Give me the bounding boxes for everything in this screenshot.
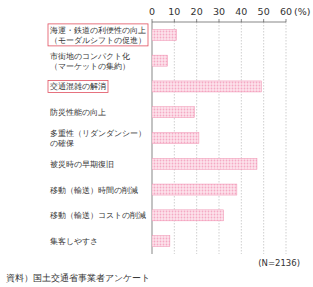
category-label: 移動（輸送）時間の削減 — [50, 185, 138, 195]
label-line: 集客しやすさ — [50, 236, 98, 246]
bar — [152, 210, 223, 221]
bar — [152, 158, 257, 169]
highlight-box — [48, 80, 108, 92]
tick-label: 0 — [149, 6, 155, 17]
label-line: 移動（輸送）コストの削減 — [50, 210, 146, 220]
grid-line — [241, 22, 242, 254]
axis-line — [152, 22, 286, 23]
category-label: 被災時の早期復旧 — [50, 159, 114, 169]
label-line: 被災時の早期復旧 — [50, 159, 114, 169]
bar — [152, 81, 261, 92]
tick — [152, 19, 153, 22]
annotation: (N=2136) — [258, 258, 300, 268]
label-line: 防災性能の向上 — [50, 107, 106, 117]
label-line: （モーダルシフトの促進） — [50, 35, 146, 45]
label-line: （マーケットの集約） — [50, 61, 130, 71]
tick-label: 50 — [258, 6, 270, 17]
category-label: 海運・鉄道の利便性の向上（モーダルシフトの促進） — [50, 25, 146, 45]
grid-line — [263, 22, 264, 254]
bar — [152, 184, 237, 195]
axis-label: (%) — [294, 6, 310, 17]
tick — [263, 19, 264, 22]
category-label: 防災性能の向上 — [50, 107, 106, 117]
tick — [241, 19, 242, 22]
category-label: 多重性（リダンダンシー）の確保 — [50, 128, 146, 148]
tick-label: 40 — [235, 6, 247, 17]
bar — [152, 29, 177, 40]
category-label: 市街地のコンパクト化（マーケットの集約） — [50, 51, 130, 71]
label-line: 移動（輸送）時間の削減 — [50, 185, 138, 195]
label-line: 市街地のコンパクト化 — [50, 51, 130, 61]
category-label: 集客しやすさ — [50, 236, 98, 246]
chart: 0 10 20 30 40 50 60(%) 海運・鉄道の利便性の向上（モーダルシフトの促進）… — [0, 0, 313, 287]
tick-label: 30 — [213, 6, 225, 17]
bar — [152, 55, 168, 66]
label-line: の確保 — [50, 138, 74, 148]
bar — [152, 133, 199, 144]
tick-label: 20 — [191, 6, 203, 17]
bar — [152, 107, 194, 118]
tick-label: 60 — [280, 6, 292, 17]
bar — [152, 236, 170, 247]
label-line: 海運・鉄道の利便性の向上 — [50, 25, 146, 35]
tick — [196, 19, 197, 22]
label-line: 交通混雑の解消 — [50, 81, 106, 91]
bars — [152, 29, 261, 246]
tick — [286, 19, 287, 22]
label-line: 多重性（リダンダンシー） — [50, 128, 146, 138]
tick-label: 10 — [168, 6, 180, 17]
category-label: 交通混雑の解消 — [50, 81, 106, 91]
highlight-box — [48, 24, 148, 46]
tick — [219, 19, 220, 22]
category-label: 移動（輸送）コストの削減 — [50, 210, 146, 220]
source: 資料）国土交通省事業者アンケート — [6, 273, 150, 283]
tick — [174, 19, 175, 22]
grid-line — [286, 22, 287, 254]
